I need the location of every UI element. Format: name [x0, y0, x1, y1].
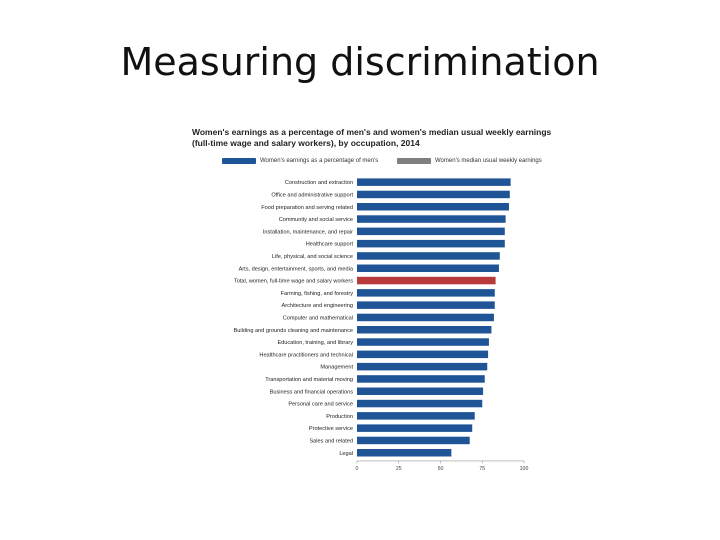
category-label: Installation, maintenance, and repair	[263, 229, 353, 235]
category-label: Sales and related	[309, 438, 353, 444]
category-label: Business and financial operations	[270, 389, 354, 395]
bar	[357, 252, 500, 260]
bar	[357, 436, 470, 445]
bar	[357, 264, 499, 272]
category-label: Management	[320, 365, 353, 371]
bar	[357, 412, 475, 420]
category-label: Construction and extraction	[285, 180, 353, 186]
category-label: Food preparation and serving related	[261, 205, 353, 211]
bar	[357, 338, 489, 346]
x-tick-label: 100	[520, 466, 529, 472]
category-label: Total, women, full-time wage and salary …	[234, 279, 353, 285]
category-label: Protective service	[309, 426, 353, 432]
category-label: Personal care and service	[288, 402, 353, 408]
bar	[357, 178, 511, 186]
category-label: Life, physical, and social science	[272, 254, 353, 260]
category-label: Architecture and engineering	[281, 303, 353, 309]
chart-title: Women's earnings as a percentage of men'…	[192, 127, 552, 148]
bar	[357, 387, 484, 395]
bar	[357, 326, 492, 334]
bar	[357, 449, 452, 457]
legend-label: Women's earnings as a percentage of men'…	[260, 158, 379, 164]
bar	[357, 350, 489, 359]
bar	[357, 375, 485, 383]
bar	[357, 239, 505, 248]
category-label: Building and grounds cleaning and mainte…	[234, 328, 353, 334]
legend-swatch-gray	[397, 158, 431, 164]
category-label: Transportation and material moving	[265, 377, 353, 383]
legend-swatch-blue	[222, 158, 256, 164]
category-label: Legal	[339, 451, 353, 457]
bar	[357, 203, 509, 211]
x-tick-label: 25	[396, 466, 402, 472]
legend-item-women-pct: Women's earnings as a percentage of men'…	[222, 156, 378, 166]
category-label: Computer and mathematical	[283, 315, 353, 321]
legend-item-women-median: Women's median usual weekly earnings	[397, 156, 542, 166]
bar	[357, 215, 506, 223]
category-label: Arts, design, entertainment, sports, and…	[239, 266, 354, 272]
category-label: Farming, fishing, and forestry	[281, 291, 354, 297]
bar	[357, 424, 473, 432]
slide-title: Measuring discrimination	[120, 40, 600, 84]
bar	[357, 227, 505, 236]
bar	[357, 362, 488, 371]
x-tick-label: 75	[479, 466, 485, 472]
legend-label: Women's median usual weekly earnings	[435, 158, 542, 164]
category-label: Production	[326, 414, 353, 420]
category-label: Education, training, and library	[277, 340, 353, 346]
category-label: Office and administrative support	[271, 192, 353, 198]
category-label: Community and social service	[279, 217, 353, 223]
bar	[357, 190, 510, 199]
category-label: Healthcare support	[306, 242, 354, 248]
x-tick-label: 50	[438, 466, 444, 472]
x-tick-label: 0	[356, 466, 359, 472]
category-label: Healthcare practitioners and technical	[259, 352, 353, 358]
bar	[357, 301, 495, 309]
bar	[357, 289, 495, 297]
bar-total-highlight	[357, 276, 496, 285]
bar	[357, 399, 483, 408]
bar	[357, 313, 494, 322]
